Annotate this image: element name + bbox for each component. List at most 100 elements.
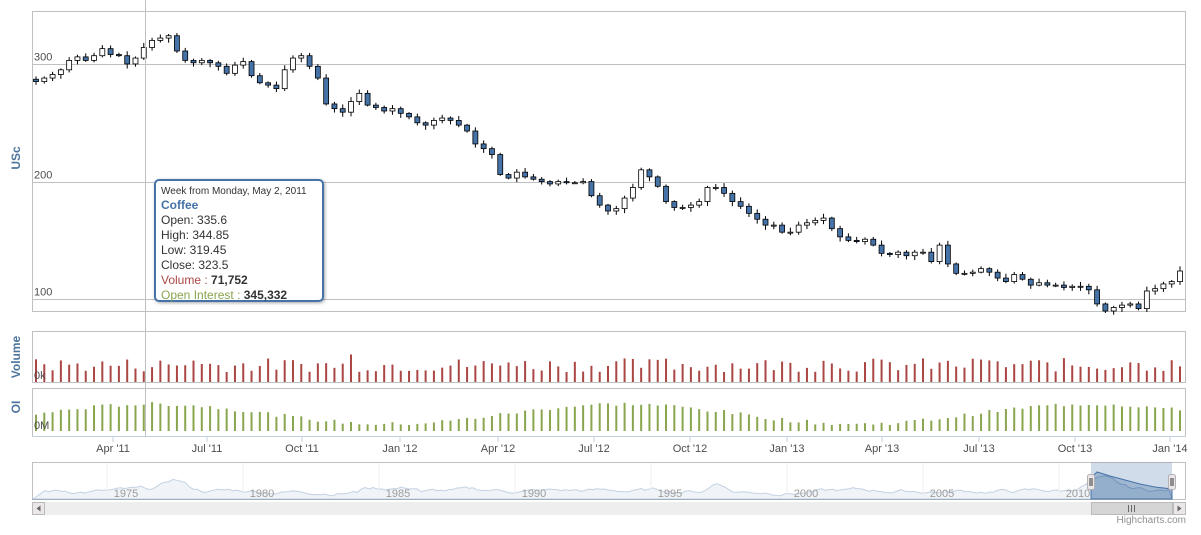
candle bbox=[613, 208, 620, 212]
navigator-tick-label: 2010 bbox=[1066, 488, 1090, 500]
volume-bars bbox=[35, 354, 1181, 382]
oi-bar bbox=[441, 420, 444, 431]
candle bbox=[422, 122, 429, 126]
oi-bar bbox=[1029, 406, 1032, 431]
oi-bar bbox=[416, 423, 419, 431]
oi-bar bbox=[134, 405, 137, 431]
volume-bar bbox=[897, 370, 900, 382]
oi-bar bbox=[913, 420, 916, 431]
oi-bar bbox=[573, 406, 576, 431]
volume-bar bbox=[1120, 367, 1123, 382]
volume-bar bbox=[374, 371, 377, 382]
navigator-tick-label: 2005 bbox=[930, 488, 954, 500]
candle bbox=[182, 50, 189, 61]
navigator-frame bbox=[32, 462, 1186, 500]
x-tick-label: Apr '13 bbox=[865, 443, 900, 455]
volume-bar bbox=[126, 359, 129, 382]
navigator-tick-label: 1990 bbox=[522, 488, 546, 500]
oi-bar bbox=[267, 412, 270, 431]
volume-bar bbox=[184, 365, 187, 382]
volume-bar bbox=[134, 368, 137, 382]
candle bbox=[389, 108, 396, 112]
candle bbox=[646, 169, 653, 178]
navigator-selected-range[interactable] bbox=[1091, 463, 1172, 499]
volume-bar bbox=[1046, 362, 1049, 382]
candle bbox=[455, 120, 462, 126]
oi-bar bbox=[598, 403, 601, 431]
volume-bar bbox=[623, 358, 626, 382]
candle bbox=[91, 55, 97, 61]
volume-bar bbox=[200, 364, 203, 382]
volume-bar bbox=[507, 362, 510, 382]
navigator[interactable]: 1975 1980 1985 1990 1995 2000 2005 2010 bbox=[31, 462, 1186, 501]
tooltip-header: Week from Monday, May 2, 2011 bbox=[161, 186, 307, 197]
volume-bar bbox=[980, 359, 983, 382]
candle bbox=[853, 240, 860, 242]
volume-bar bbox=[399, 370, 402, 382]
credits-link[interactable]: Highcharts.com bbox=[1116, 515, 1186, 526]
oi-bar bbox=[490, 415, 493, 431]
y-tick-label: 100 bbox=[34, 287, 52, 299]
oi-bar bbox=[747, 414, 750, 431]
navigator-area bbox=[31, 475, 1173, 500]
scrollbar[interactable] bbox=[32, 502, 1186, 515]
candle bbox=[588, 181, 595, 197]
x-tick-label: Oct '12 bbox=[673, 443, 708, 455]
volume-bar bbox=[582, 371, 585, 382]
volume-bar bbox=[341, 363, 344, 382]
volume-bar bbox=[723, 371, 726, 382]
oi-bar bbox=[217, 409, 220, 431]
volume-bar bbox=[573, 361, 576, 382]
volume-bar bbox=[764, 360, 767, 382]
oi-bar bbox=[855, 423, 858, 431]
candle bbox=[1168, 281, 1175, 285]
oi-bar bbox=[1112, 404, 1115, 431]
tooltip-series-name: Coffee bbox=[161, 198, 199, 212]
candle bbox=[721, 187, 727, 194]
volume-bar bbox=[242, 363, 245, 382]
volume-bar bbox=[1013, 364, 1016, 382]
volume-bar bbox=[291, 360, 294, 382]
volume-bar bbox=[938, 362, 941, 382]
oi-bar bbox=[209, 406, 212, 431]
volume-bar bbox=[1170, 360, 1173, 382]
candle bbox=[439, 117, 446, 121]
candle bbox=[1011, 274, 1018, 282]
volume-bar bbox=[490, 363, 493, 382]
oi-bar bbox=[474, 418, 477, 431]
volume-bar bbox=[424, 370, 427, 382]
oi-bar bbox=[1170, 407, 1173, 431]
candle bbox=[986, 268, 993, 273]
navigator-right-handle[interactable] bbox=[1168, 474, 1176, 490]
candle bbox=[621, 197, 628, 210]
candle bbox=[1152, 288, 1159, 292]
candle bbox=[215, 62, 222, 67]
candle bbox=[157, 37, 164, 41]
oi-bar bbox=[432, 422, 435, 431]
oi-bar bbox=[200, 407, 203, 431]
volume-bar bbox=[192, 360, 195, 382]
volume-bar bbox=[1054, 371, 1057, 382]
volume-bar bbox=[814, 371, 817, 382]
candle bbox=[911, 251, 918, 257]
candle bbox=[538, 178, 545, 182]
oi-bar bbox=[1013, 407, 1016, 431]
oi-bar bbox=[590, 404, 593, 431]
volume-bar bbox=[1021, 364, 1024, 382]
candle bbox=[878, 244, 885, 254]
navigator-left-handle[interactable] bbox=[1087, 474, 1095, 490]
candle bbox=[928, 251, 935, 262]
scrollbar-track[interactable] bbox=[32, 502, 1186, 515]
candle bbox=[845, 236, 852, 241]
x-tick-label: Jan '14 bbox=[1152, 443, 1187, 455]
oi-bar bbox=[764, 419, 767, 431]
oi-bar bbox=[648, 403, 651, 431]
oi-bar bbox=[151, 402, 154, 431]
candle bbox=[978, 268, 984, 273]
oi-bar bbox=[408, 425, 411, 431]
candle bbox=[654, 176, 661, 187]
volume-bar bbox=[350, 354, 353, 382]
oi-bar bbox=[225, 408, 228, 431]
candle bbox=[397, 108, 404, 114]
volume-bar bbox=[830, 363, 833, 382]
